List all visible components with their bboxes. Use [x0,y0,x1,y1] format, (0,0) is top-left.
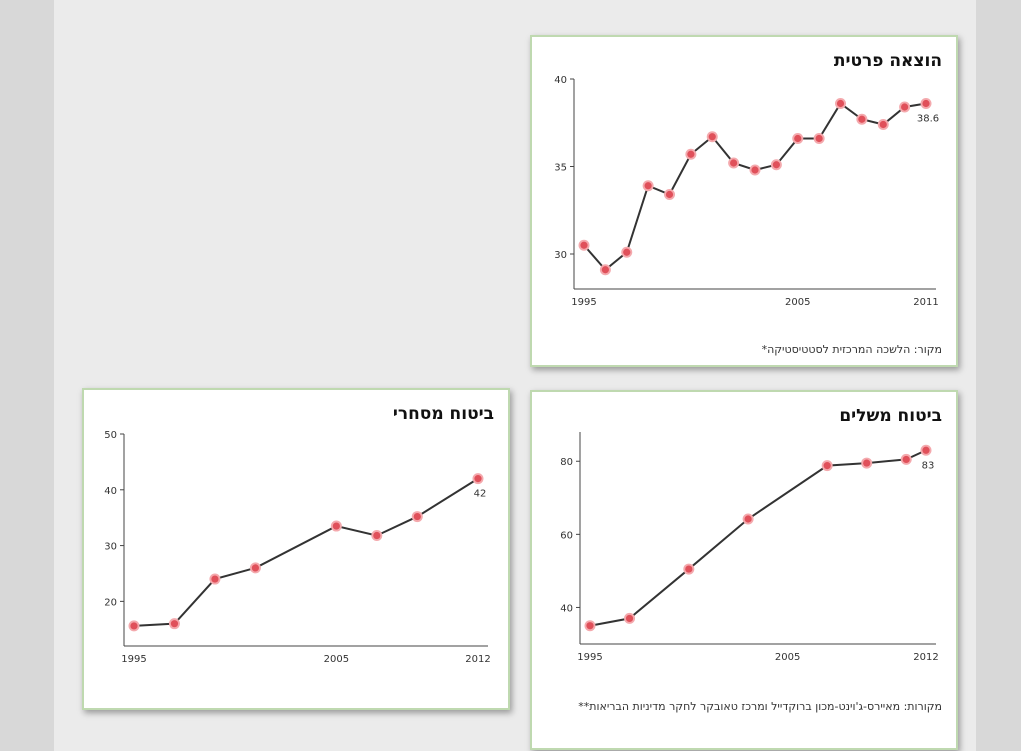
series-line [589,449,927,627]
data-point [586,622,594,630]
x-tick-label: 2005 [785,297,810,308]
data-point [858,115,866,123]
y-tick-label: 80 [560,457,573,468]
data-point [823,462,831,470]
chart-title: ביטוח משלים [839,406,942,426]
y-tick-label: 40 [104,486,117,497]
end-value-label: 42 [474,489,487,500]
x-tick-label: 2005 [324,654,349,665]
y-tick-label: 20 [104,597,117,608]
data-point [863,459,871,467]
data-point [751,166,759,174]
data-point [922,446,930,454]
data-point [836,99,845,108]
series-line [583,102,927,272]
data-point [625,614,634,623]
chart-title: הוצאה פרטית [833,51,942,71]
data-point [644,182,652,190]
y-tick-label: 40 [554,75,567,86]
y-tick-label: 60 [560,530,573,541]
data-point [170,620,179,628]
data-point [580,241,588,249]
data-point [772,161,780,169]
x-tick-label: 1995 [571,297,596,308]
data-point [373,531,381,540]
data-point [687,150,695,158]
x-tick-label: 2005 [775,652,800,663]
data-point [211,575,219,583]
x-tick-label: 1995 [577,652,602,663]
data-point [601,266,609,274]
chart-title: ביטוח מסחרי [392,404,494,424]
data-point [474,475,482,483]
x-tick-label: 2012 [913,652,938,663]
data-point [708,133,716,141]
data-point [901,103,909,111]
left-margin [0,0,54,751]
right-margin [976,0,1021,751]
supplementary-insurance-chart-card: ביטוח משלים 40 60 80 1995 2005 2012 83 מקורות:… [530,390,958,750]
data-point [665,190,674,199]
data-point [922,99,930,108]
data-point [332,522,340,530]
chart-source: מקורות: מאיירס-ג'וינט-מכון ברוקדייל ומרכ… [578,700,942,713]
y-tick-label: 50 [104,430,117,441]
data-point [815,134,823,143]
data-point [794,134,802,143]
end-value-label: 83 [922,460,935,471]
y-tick-label: 30 [554,250,567,261]
data-point [744,515,752,523]
data-point [685,565,693,573]
y-tick-label: 30 [104,542,117,553]
commercial-insurance-chart-card: ביטוח מסחרי 20 30 40 50 1995 2005 2012 42 [82,388,510,710]
data-point [251,564,260,572]
x-tick-label: 2011 [913,297,938,308]
y-tick-label: 40 [560,603,573,614]
data-point [623,248,631,256]
data-point [130,622,138,630]
private-expenditure-plot: 30 35 40 1995 2005 2011 38.6 [554,75,939,308]
data-point [879,120,887,129]
supplementary-insurance-plot: 40 60 80 1995 2005 2012 83 [560,432,939,663]
data-point [413,512,421,521]
y-tick-label: 35 [554,163,567,174]
end-value-label: 38.6 [917,114,939,125]
private-expenditure-chart-card: הוצאה פרטית 30 35 40 1995 2005 2011 38.6 מקור:… [530,35,958,367]
x-tick-label: 1995 [121,654,146,665]
chart-source: מקור: הלשכה המרכזית לסטטיסטיקה* [761,343,942,356]
commercial-insurance-plot: 20 30 40 50 1995 2005 2012 42 [104,430,490,665]
data-point [902,455,910,464]
data-point [730,159,738,167]
x-tick-label: 2012 [465,654,490,665]
series-line [133,477,479,627]
